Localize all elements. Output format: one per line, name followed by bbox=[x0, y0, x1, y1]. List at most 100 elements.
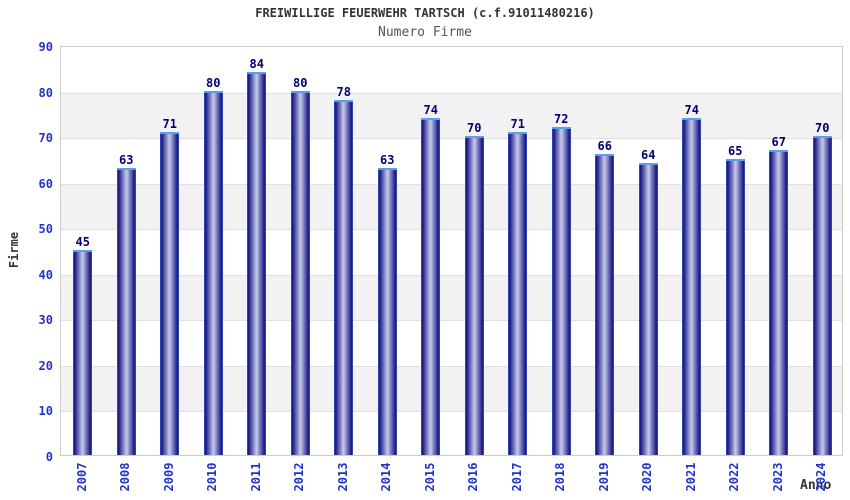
x-tick-label: 2016 bbox=[466, 462, 481, 492]
x-tick-label: 2018 bbox=[553, 462, 568, 492]
bar-top-highlight bbox=[160, 131, 180, 134]
y-tick-label: 30 bbox=[38, 313, 53, 328]
x-tick-label: 2020 bbox=[640, 462, 655, 492]
bar-top-highlight bbox=[812, 136, 832, 139]
bar-value-label: 71 bbox=[162, 116, 177, 131]
x-tick-label: 2014 bbox=[379, 462, 394, 492]
bar bbox=[508, 131, 528, 455]
x-tick-label: 2013 bbox=[335, 462, 350, 492]
bar-value-label: 80 bbox=[293, 75, 308, 90]
y-tick-label: 50 bbox=[38, 222, 53, 237]
bar-value-label: 84 bbox=[249, 57, 264, 72]
gridline bbox=[61, 320, 842, 322]
x-tick-label: 2008 bbox=[118, 462, 133, 492]
gridline bbox=[61, 92, 842, 94]
bar bbox=[464, 136, 484, 455]
bar-top-highlight bbox=[638, 163, 658, 166]
x-tick-label: 2011 bbox=[248, 462, 263, 492]
bar-value-label: 67 bbox=[771, 134, 786, 149]
bar bbox=[769, 149, 789, 455]
x-tick-label: 2024 bbox=[814, 462, 829, 492]
bar-top-highlight bbox=[551, 127, 571, 129]
bar-top-highlight bbox=[116, 168, 136, 170]
bar-top-highlight bbox=[421, 117, 441, 120]
bar-top-highlight bbox=[334, 99, 354, 102]
bar-top-highlight bbox=[508, 131, 528, 134]
bar bbox=[421, 117, 441, 455]
bar-value-label: 63 bbox=[380, 153, 395, 167]
bar-value-label: 45 bbox=[75, 235, 90, 249]
bar-value-label: 64 bbox=[641, 148, 656, 163]
x-tick-label: 2021 bbox=[683, 462, 698, 492]
bar bbox=[116, 168, 136, 455]
gridline bbox=[61, 274, 842, 276]
y-tick-label: 60 bbox=[38, 176, 53, 191]
bar-top-highlight bbox=[769, 149, 789, 152]
y-tick-label: 90 bbox=[38, 40, 53, 54]
x-tick-label: 2019 bbox=[596, 462, 611, 492]
bar-top-highlight bbox=[682, 117, 702, 120]
gridline bbox=[61, 365, 842, 367]
bar-value-label: 70 bbox=[815, 121, 830, 136]
x-tick-label: 2017 bbox=[509, 462, 524, 492]
bar bbox=[73, 250, 93, 455]
y-tick-label: 20 bbox=[38, 358, 53, 373]
bar-value-label: 74 bbox=[423, 102, 438, 117]
bar-value-label: 80 bbox=[206, 75, 221, 90]
bar-value-label: 66 bbox=[597, 139, 612, 154]
bar bbox=[203, 90, 223, 455]
gridline bbox=[61, 411, 842, 413]
x-tick-label: 2010 bbox=[205, 462, 220, 492]
bar-top-highlight bbox=[247, 72, 267, 75]
bar bbox=[595, 154, 615, 455]
bar bbox=[377, 168, 397, 455]
x-tick-label: 2022 bbox=[727, 462, 742, 492]
bar-value-label: 74 bbox=[684, 102, 699, 117]
bar bbox=[334, 99, 354, 455]
plot-band bbox=[61, 274, 842, 321]
x-tick-label: 2023 bbox=[770, 462, 785, 492]
chart-subtitle: Numero Firme bbox=[378, 25, 472, 40]
x-tick-label: 2015 bbox=[422, 462, 437, 492]
bar-value-label: 71 bbox=[510, 116, 525, 131]
bar bbox=[247, 72, 267, 455]
bar bbox=[551, 127, 571, 455]
bar-value-label: 63 bbox=[119, 153, 134, 167]
plot-band bbox=[61, 92, 842, 139]
bar-top-highlight bbox=[595, 154, 615, 157]
bar-top-highlight bbox=[290, 90, 310, 93]
bar-top-highlight bbox=[464, 136, 484, 139]
bar-top-highlight bbox=[725, 158, 745, 161]
bar-top-highlight bbox=[203, 90, 223, 93]
plot-area: 0 10 20 30 40 50 60 70 80 90 45 63 71 80 84 80 78 63 74 70 7… bbox=[39, 40, 843, 464]
x-tick-label: 2007 bbox=[74, 462, 89, 492]
y-axis-title: Firme bbox=[7, 231, 21, 269]
bar bbox=[160, 131, 180, 455]
y-tick-label: 80 bbox=[38, 85, 53, 100]
y-tick-label: 40 bbox=[38, 267, 53, 282]
bar bbox=[682, 117, 702, 455]
x-axis-title: Anno bbox=[800, 478, 832, 493]
y-tick-label: 10 bbox=[38, 404, 53, 419]
bar bbox=[725, 158, 745, 455]
y-tick-label: 70 bbox=[38, 131, 53, 146]
bar-value-label: 70 bbox=[467, 121, 482, 136]
bar-value-label: 72 bbox=[554, 112, 569, 126]
gridline bbox=[61, 183, 842, 185]
bar bbox=[290, 90, 310, 455]
chart-title: FREIWILLIGE FEUERWEHR TARTSCH (c.f.91011… bbox=[255, 6, 595, 20]
bar-top-highlight bbox=[377, 168, 397, 170]
x-tick-label: 2012 bbox=[292, 462, 307, 492]
gridline bbox=[61, 229, 842, 231]
bar bbox=[812, 136, 832, 455]
bar-top-highlight bbox=[73, 250, 93, 252]
bar-value-label: 78 bbox=[336, 84, 351, 99]
y-tick-label: 0 bbox=[45, 450, 53, 464]
plot-band bbox=[61, 365, 842, 412]
plot-band bbox=[61, 183, 842, 230]
bar-value-label: 65 bbox=[728, 143, 743, 158]
x-tick-label: 2009 bbox=[161, 462, 176, 492]
bar bbox=[638, 163, 658, 455]
gridline bbox=[61, 138, 842, 140]
